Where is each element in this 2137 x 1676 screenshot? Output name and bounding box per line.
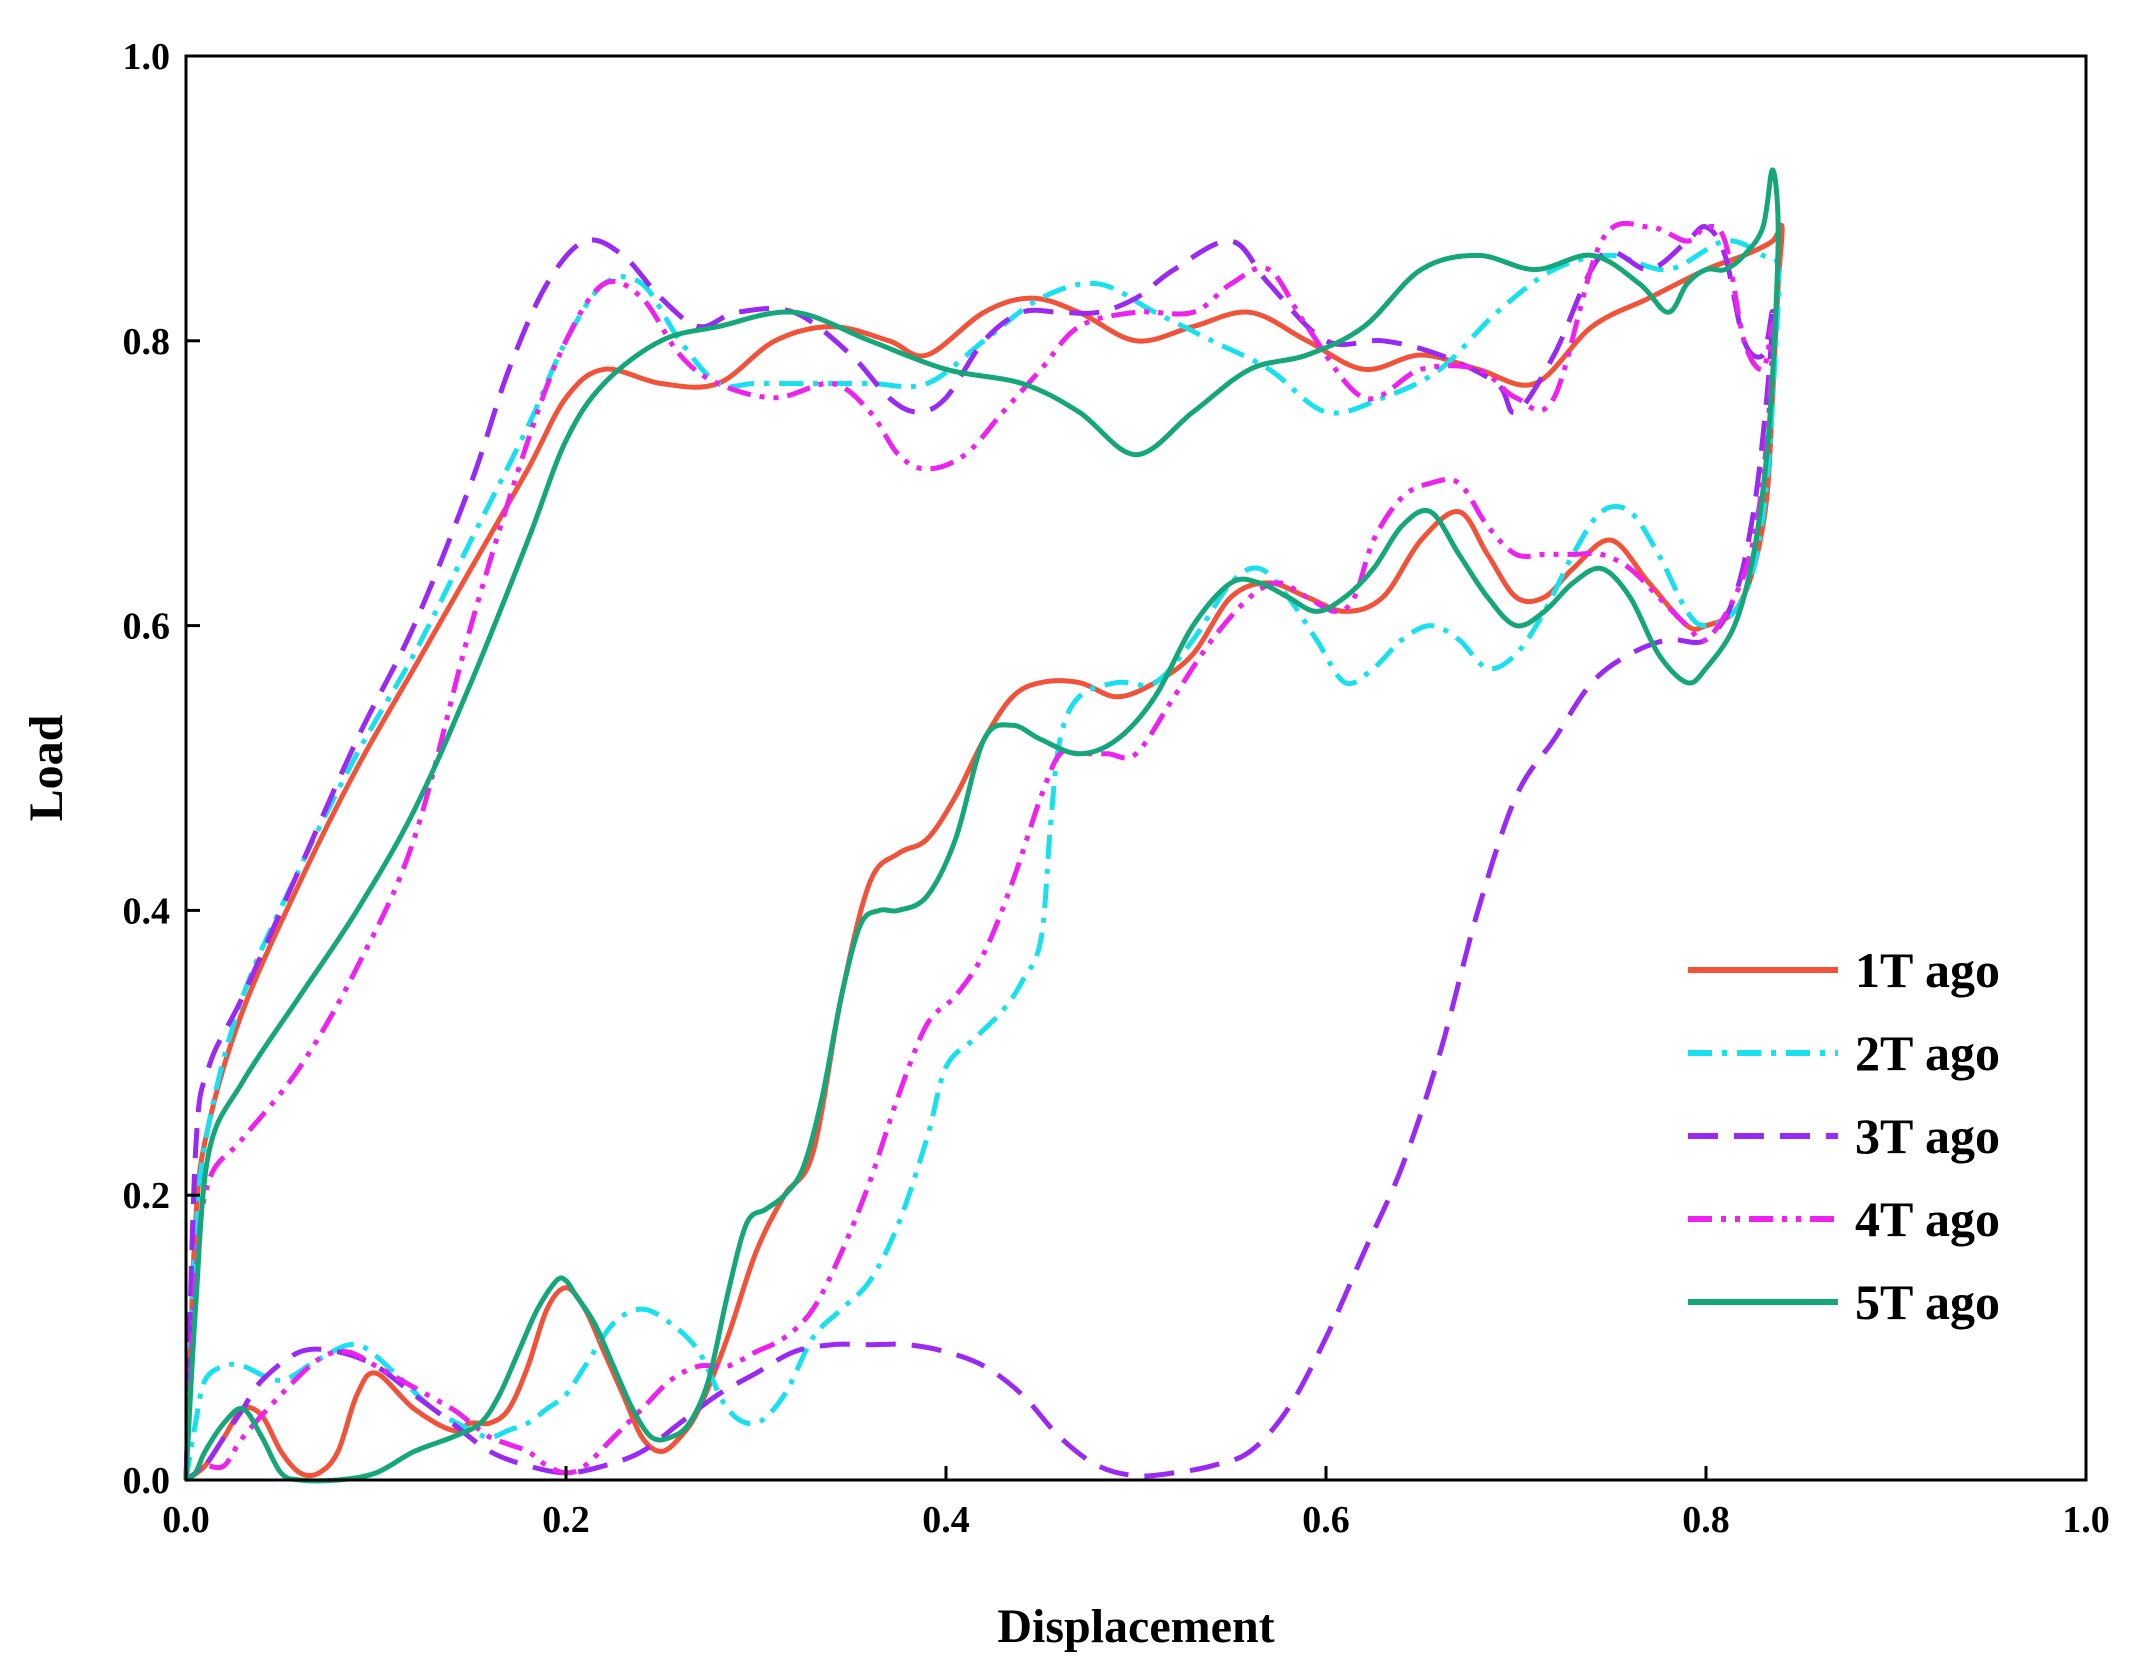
legend-label-5: 5T ago — [1855, 1274, 2000, 1330]
x-tick-label: 0.8 — [1682, 1499, 1730, 1541]
y-tick-label: 0.6 — [123, 606, 171, 648]
legend-label-2: 2T ago — [1855, 1025, 2000, 1081]
series-line-1 — [183, 222, 1785, 1483]
y-tick-label: 0.8 — [123, 321, 171, 363]
x-tick-label: 0.4 — [922, 1499, 970, 1541]
y-tick-label: 0.4 — [123, 890, 171, 932]
y-tick-label: 1.0 — [123, 36, 171, 78]
legend: 1T ago 2T ago 3T ago 4T ago 5T ago — [1688, 942, 2000, 1330]
x-tick-label: 0.2 — [542, 1499, 590, 1541]
y-tick-label: 0.0 — [123, 1460, 171, 1502]
x-tick-label: 1.0 — [2062, 1499, 2110, 1541]
plot-frame — [184, 54, 2088, 1482]
x-axis-title: Displacement — [997, 1600, 1274, 1653]
legend-label-4: 4T ago — [1855, 1191, 2000, 1247]
tick-layer: 0.0 0.2 0.4 0.6 0.8 1.0 0.0 0.2 0.4 0.6 0.8 1.0 — [123, 36, 2110, 1541]
legend-label-3: 3T ago — [1855, 1108, 2000, 1164]
series-line-5 — [183, 167, 1781, 1484]
plot-background — [186, 56, 2086, 1480]
series-layer — [183, 167, 1785, 1484]
series-line-2 — [183, 238, 1782, 1481]
y-tick-label: 0.2 — [123, 1175, 171, 1217]
x-tick-label: 0.6 — [1302, 1499, 1350, 1541]
series-line-3 — [183, 224, 1776, 1483]
series-line-4 — [183, 220, 1776, 1483]
legend-label-1: 1T ago — [1855, 942, 2000, 998]
y-axis-title: Load — [20, 714, 73, 821]
x-tick-label: 0.0 — [162, 1499, 210, 1541]
